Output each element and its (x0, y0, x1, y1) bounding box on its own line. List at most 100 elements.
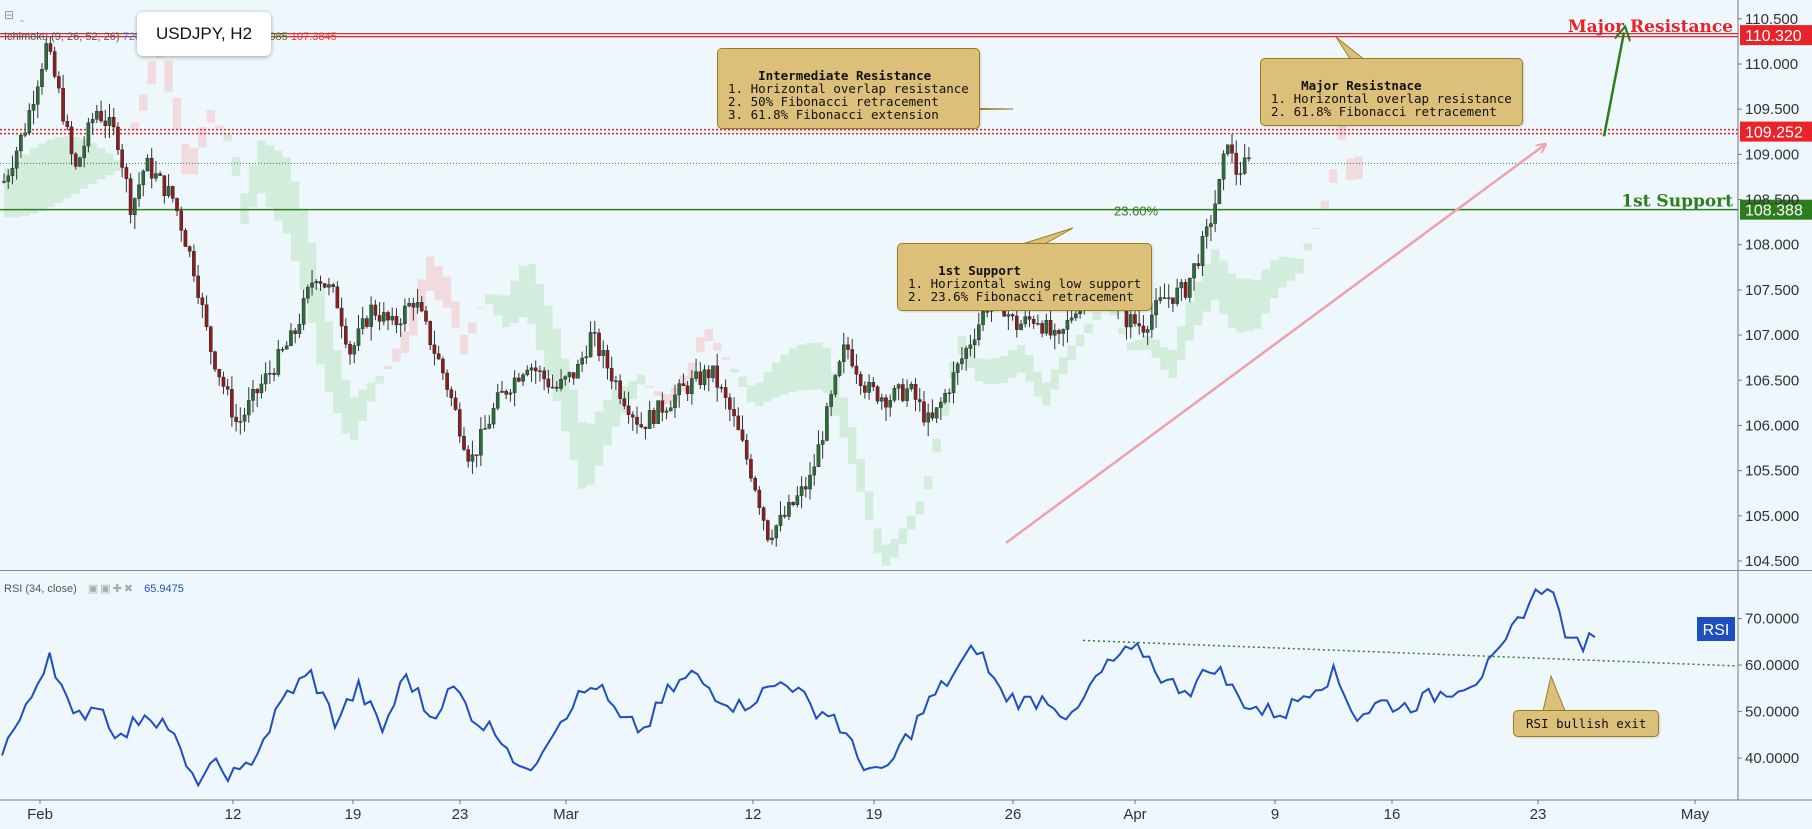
candle-bear (453, 397, 458, 410)
time-tick-label: Feb (27, 806, 53, 823)
candle-bear (339, 307, 344, 327)
candle-bear (394, 315, 399, 326)
candle-bull (491, 408, 496, 425)
ichimoku-cloud-segment (164, 60, 173, 92)
candle-bear (111, 116, 116, 128)
candle-bull (1200, 236, 1205, 266)
ichimoku-cloud-segment (594, 411, 604, 466)
candle-bull (1192, 263, 1196, 279)
candle-bear (681, 383, 686, 386)
candle-bull (1204, 226, 1209, 237)
ichimoku-cloud-segment (839, 397, 848, 438)
ichimoku-cloud-segment (215, 125, 224, 129)
note-title: Intermediate Resistance (758, 68, 932, 83)
rsi-settings-icon[interactable]: ▣▣✚✖ (87, 583, 136, 595)
candle-bear (533, 367, 538, 372)
candle-bull (263, 373, 268, 385)
note-line: 2. 23.6% Fibonacci retracement (908, 289, 1134, 304)
ichimoku-cloud-segment (1253, 280, 1262, 329)
ichimoku-cloud-segment (983, 359, 992, 385)
candle-bull (1166, 297, 1171, 299)
ichimoku-cloud-segment (409, 307, 418, 336)
candle-bear (1040, 323, 1044, 334)
candle-bull (668, 407, 673, 412)
ichimoku-cloud-segment (1075, 334, 1085, 347)
candle-bull (40, 69, 44, 87)
ichimoku-cloud-segment (611, 390, 621, 428)
ichimoku-cloud-segment (653, 390, 663, 396)
candle-bear (791, 502, 795, 505)
candle-bear (322, 283, 327, 288)
candle-bull (576, 364, 580, 379)
candle-bull (529, 367, 534, 371)
ichimoku-cloud-segment (1008, 349, 1017, 378)
candle-bull (141, 170, 146, 185)
candle-bear (230, 389, 234, 418)
ichimoku-cloud-segment (637, 374, 646, 385)
ichimoku-cloud-segment (290, 181, 300, 262)
candle-bear (706, 369, 711, 379)
chevron-icon[interactable]: ‸ (20, 8, 25, 22)
symbol-badge[interactable]: USDJPY, H2 (137, 12, 271, 56)
candle-bear (436, 353, 441, 360)
ichimoku-cloud-segment (1084, 323, 1093, 334)
candle-bull (1179, 282, 1184, 289)
candle-bull (778, 514, 783, 526)
candle-bull (1242, 157, 1247, 174)
price-tick-label: 104.500 (1745, 553, 1799, 570)
ichimoku-cloud-segment (12, 160, 21, 218)
ichimoku-cloud-segment (1151, 339, 1161, 358)
candle-bull (508, 392, 513, 395)
ichimoku-cloud-segment (105, 153, 114, 175)
candle-bear (221, 376, 226, 387)
price-tick-label: 105.500 (1745, 463, 1799, 480)
candle-bear (99, 111, 103, 122)
candle-bull (614, 380, 618, 383)
note-line: 3. 61.8% Fibonacci extension (728, 107, 939, 122)
candle-bull (841, 344, 846, 362)
ichimoku-cloud-segment (763, 371, 773, 402)
first-support-tag-bg (1740, 199, 1812, 220)
note-line: 1. Horizontal overlap resistance (728, 81, 969, 96)
candle-bull (934, 407, 939, 419)
candle-bull (95, 111, 99, 120)
support-note: 1st Support 1. Horizontal swing low supp… (897, 243, 1153, 311)
candle-bear (698, 371, 703, 385)
candle-bear (424, 310, 428, 322)
candle-bear (593, 332, 597, 334)
candle-bull (960, 358, 964, 365)
candle-bull (1074, 313, 1078, 319)
candle-bull (6, 175, 11, 182)
candle-bear (1137, 323, 1141, 327)
candle-bull (259, 383, 264, 394)
ichimoku-cloud-segment (1244, 279, 1254, 332)
candle-bull (1036, 323, 1040, 325)
ichimoku-cloud-segment (426, 256, 435, 292)
ichimoku-cloud-segment (1345, 158, 1355, 181)
candle-bear (1015, 315, 1019, 330)
ichimoku-cloud-segment (20, 154, 30, 216)
candle-bull (601, 350, 606, 356)
ichimoku-cloud-segment (746, 385, 756, 403)
candle-bear (213, 351, 217, 370)
note-line: 2. 50% Fibonacci retracement (728, 94, 939, 109)
collapse-icon[interactable]: ⊟ (4, 8, 15, 22)
candle-bear (555, 386, 559, 389)
ichimoku-cloud-segment (1160, 347, 1169, 371)
ichimoku-cloud-segment (966, 347, 975, 368)
candle-bull (1188, 277, 1192, 298)
ichimoku-cloud-segment (822, 347, 832, 394)
candle-bear (740, 429, 745, 441)
candle-bull (829, 394, 833, 407)
ichimoku-cloud-segment (46, 139, 55, 208)
candle-bull (968, 344, 973, 349)
candle-bull (280, 348, 285, 351)
candle-bull (947, 392, 952, 395)
candle-bull (770, 537, 774, 541)
ichimoku-cloud-segment (400, 331, 410, 354)
candle-bull (955, 363, 960, 373)
candle-bull (27, 110, 32, 134)
candle-bull (1225, 144, 1230, 155)
candle-bear (1048, 319, 1053, 336)
